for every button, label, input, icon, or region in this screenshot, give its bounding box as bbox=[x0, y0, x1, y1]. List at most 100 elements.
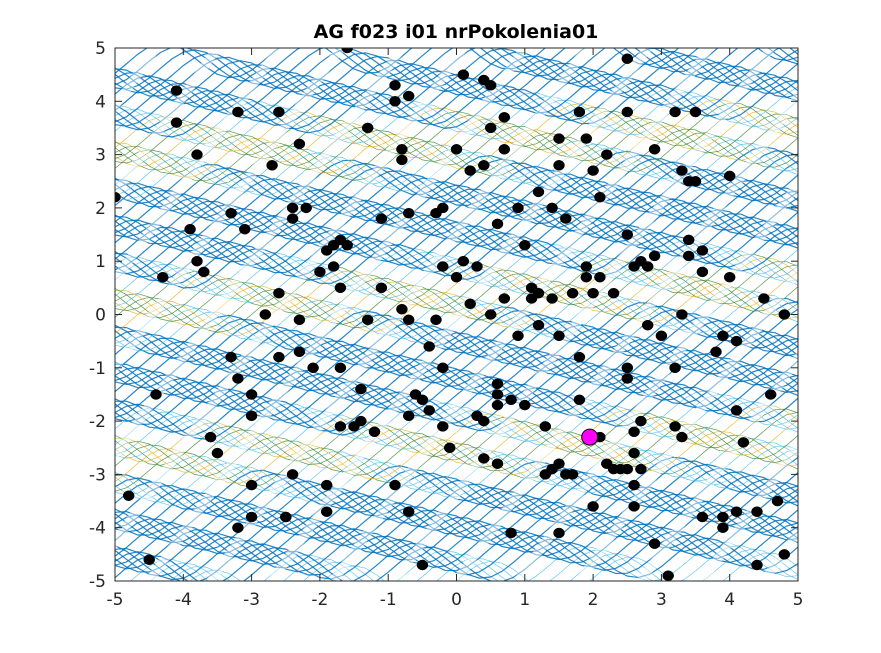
population-point bbox=[245, 511, 258, 523]
population-point bbox=[519, 399, 531, 411]
y-tick-label: -1 bbox=[89, 359, 106, 379]
contour-line bbox=[115, 397, 798, 455]
population-point bbox=[696, 511, 709, 523]
population-point bbox=[232, 106, 244, 118]
population-point bbox=[273, 351, 285, 363]
population-point bbox=[689, 106, 702, 118]
population-point bbox=[621, 373, 634, 384]
population-point bbox=[635, 415, 647, 427]
population-point bbox=[368, 426, 381, 438]
y-tick-label: 0 bbox=[95, 306, 106, 326]
contour-line bbox=[115, 445, 798, 503]
population-point bbox=[587, 287, 599, 299]
contour-line bbox=[115, 423, 798, 477]
y-tick-label: 5 bbox=[95, 39, 106, 59]
population-point bbox=[396, 144, 408, 155]
y-tick-label: -4 bbox=[89, 519, 106, 539]
population-point bbox=[573, 351, 586, 363]
y-tick-label: 1 bbox=[95, 252, 106, 272]
population-point bbox=[286, 213, 299, 224]
population-point bbox=[286, 469, 299, 480]
population-point bbox=[334, 421, 347, 432]
contour-line bbox=[115, 58, 798, 112]
population-point bbox=[239, 223, 251, 235]
population-point bbox=[327, 261, 340, 272]
population-point bbox=[594, 271, 606, 283]
population-point bbox=[669, 362, 681, 374]
contour-line bbox=[115, 448, 798, 507]
population-point bbox=[621, 229, 634, 240]
population-point bbox=[546, 293, 558, 304]
population-point bbox=[314, 266, 326, 278]
population-point bbox=[553, 133, 565, 144]
population-point bbox=[389, 80, 401, 91]
contour-line bbox=[115, 48, 798, 79]
population-point bbox=[676, 309, 688, 320]
population-point bbox=[491, 378, 504, 390]
population-point bbox=[402, 506, 415, 517]
population-point bbox=[491, 399, 504, 411]
population-point bbox=[669, 106, 681, 118]
contour-line bbox=[115, 197, 798, 252]
contour-line bbox=[115, 356, 798, 410]
contour-line bbox=[115, 271, 798, 326]
contour-line bbox=[115, 497, 798, 551]
contour-line bbox=[115, 350, 798, 404]
contour-line bbox=[115, 297, 798, 356]
contour-line bbox=[115, 242, 798, 296]
contour-line bbox=[189, 552, 798, 581]
population-point bbox=[273, 287, 285, 299]
contour-line bbox=[115, 437, 798, 496]
population-point bbox=[232, 522, 244, 533]
x-tick-label: 0 bbox=[451, 590, 462, 610]
population-point bbox=[580, 133, 593, 144]
population-point bbox=[437, 202, 449, 214]
population-point bbox=[662, 570, 674, 581]
population-point bbox=[334, 362, 347, 374]
x-tick-label: -4 bbox=[175, 590, 192, 610]
population-point bbox=[464, 298, 476, 310]
population-point bbox=[587, 501, 599, 512]
contour-line bbox=[115, 522, 798, 581]
population-point bbox=[512, 202, 524, 214]
population-point bbox=[170, 85, 183, 96]
population-point bbox=[491, 218, 504, 230]
contour-line bbox=[115, 160, 798, 215]
population-point bbox=[580, 271, 593, 283]
contour-line bbox=[115, 493, 798, 547]
contour-line bbox=[115, 98, 798, 152]
contour-line bbox=[115, 261, 798, 318]
population-point bbox=[573, 394, 586, 406]
contour-streak bbox=[637, 350, 798, 581]
population-point bbox=[696, 266, 709, 278]
population-point bbox=[566, 287, 579, 299]
population-point bbox=[710, 346, 722, 358]
y-tick-label: -3 bbox=[89, 465, 106, 485]
population-point bbox=[211, 447, 224, 459]
population-point bbox=[320, 479, 333, 491]
contour-line bbox=[115, 537, 798, 581]
population-point bbox=[464, 165, 476, 176]
population-point bbox=[771, 495, 784, 507]
population-point bbox=[601, 149, 613, 160]
population-point bbox=[539, 421, 552, 432]
population-point bbox=[498, 144, 511, 155]
population-point bbox=[484, 122, 497, 134]
population-point bbox=[375, 282, 388, 294]
population-point bbox=[682, 234, 695, 246]
contour-line bbox=[115, 264, 798, 322]
contour-line bbox=[115, 48, 798, 94]
population-point bbox=[457, 69, 470, 80]
contour-line bbox=[115, 441, 798, 499]
contour-line bbox=[115, 371, 798, 430]
population-point bbox=[723, 271, 736, 283]
population-point bbox=[566, 469, 579, 480]
population-point bbox=[457, 255, 470, 267]
population-point bbox=[293, 346, 306, 358]
contour-streak bbox=[115, 48, 345, 376]
population-point bbox=[402, 410, 415, 422]
population-point bbox=[505, 394, 517, 406]
population-point bbox=[450, 144, 463, 155]
population-point bbox=[341, 48, 353, 54]
